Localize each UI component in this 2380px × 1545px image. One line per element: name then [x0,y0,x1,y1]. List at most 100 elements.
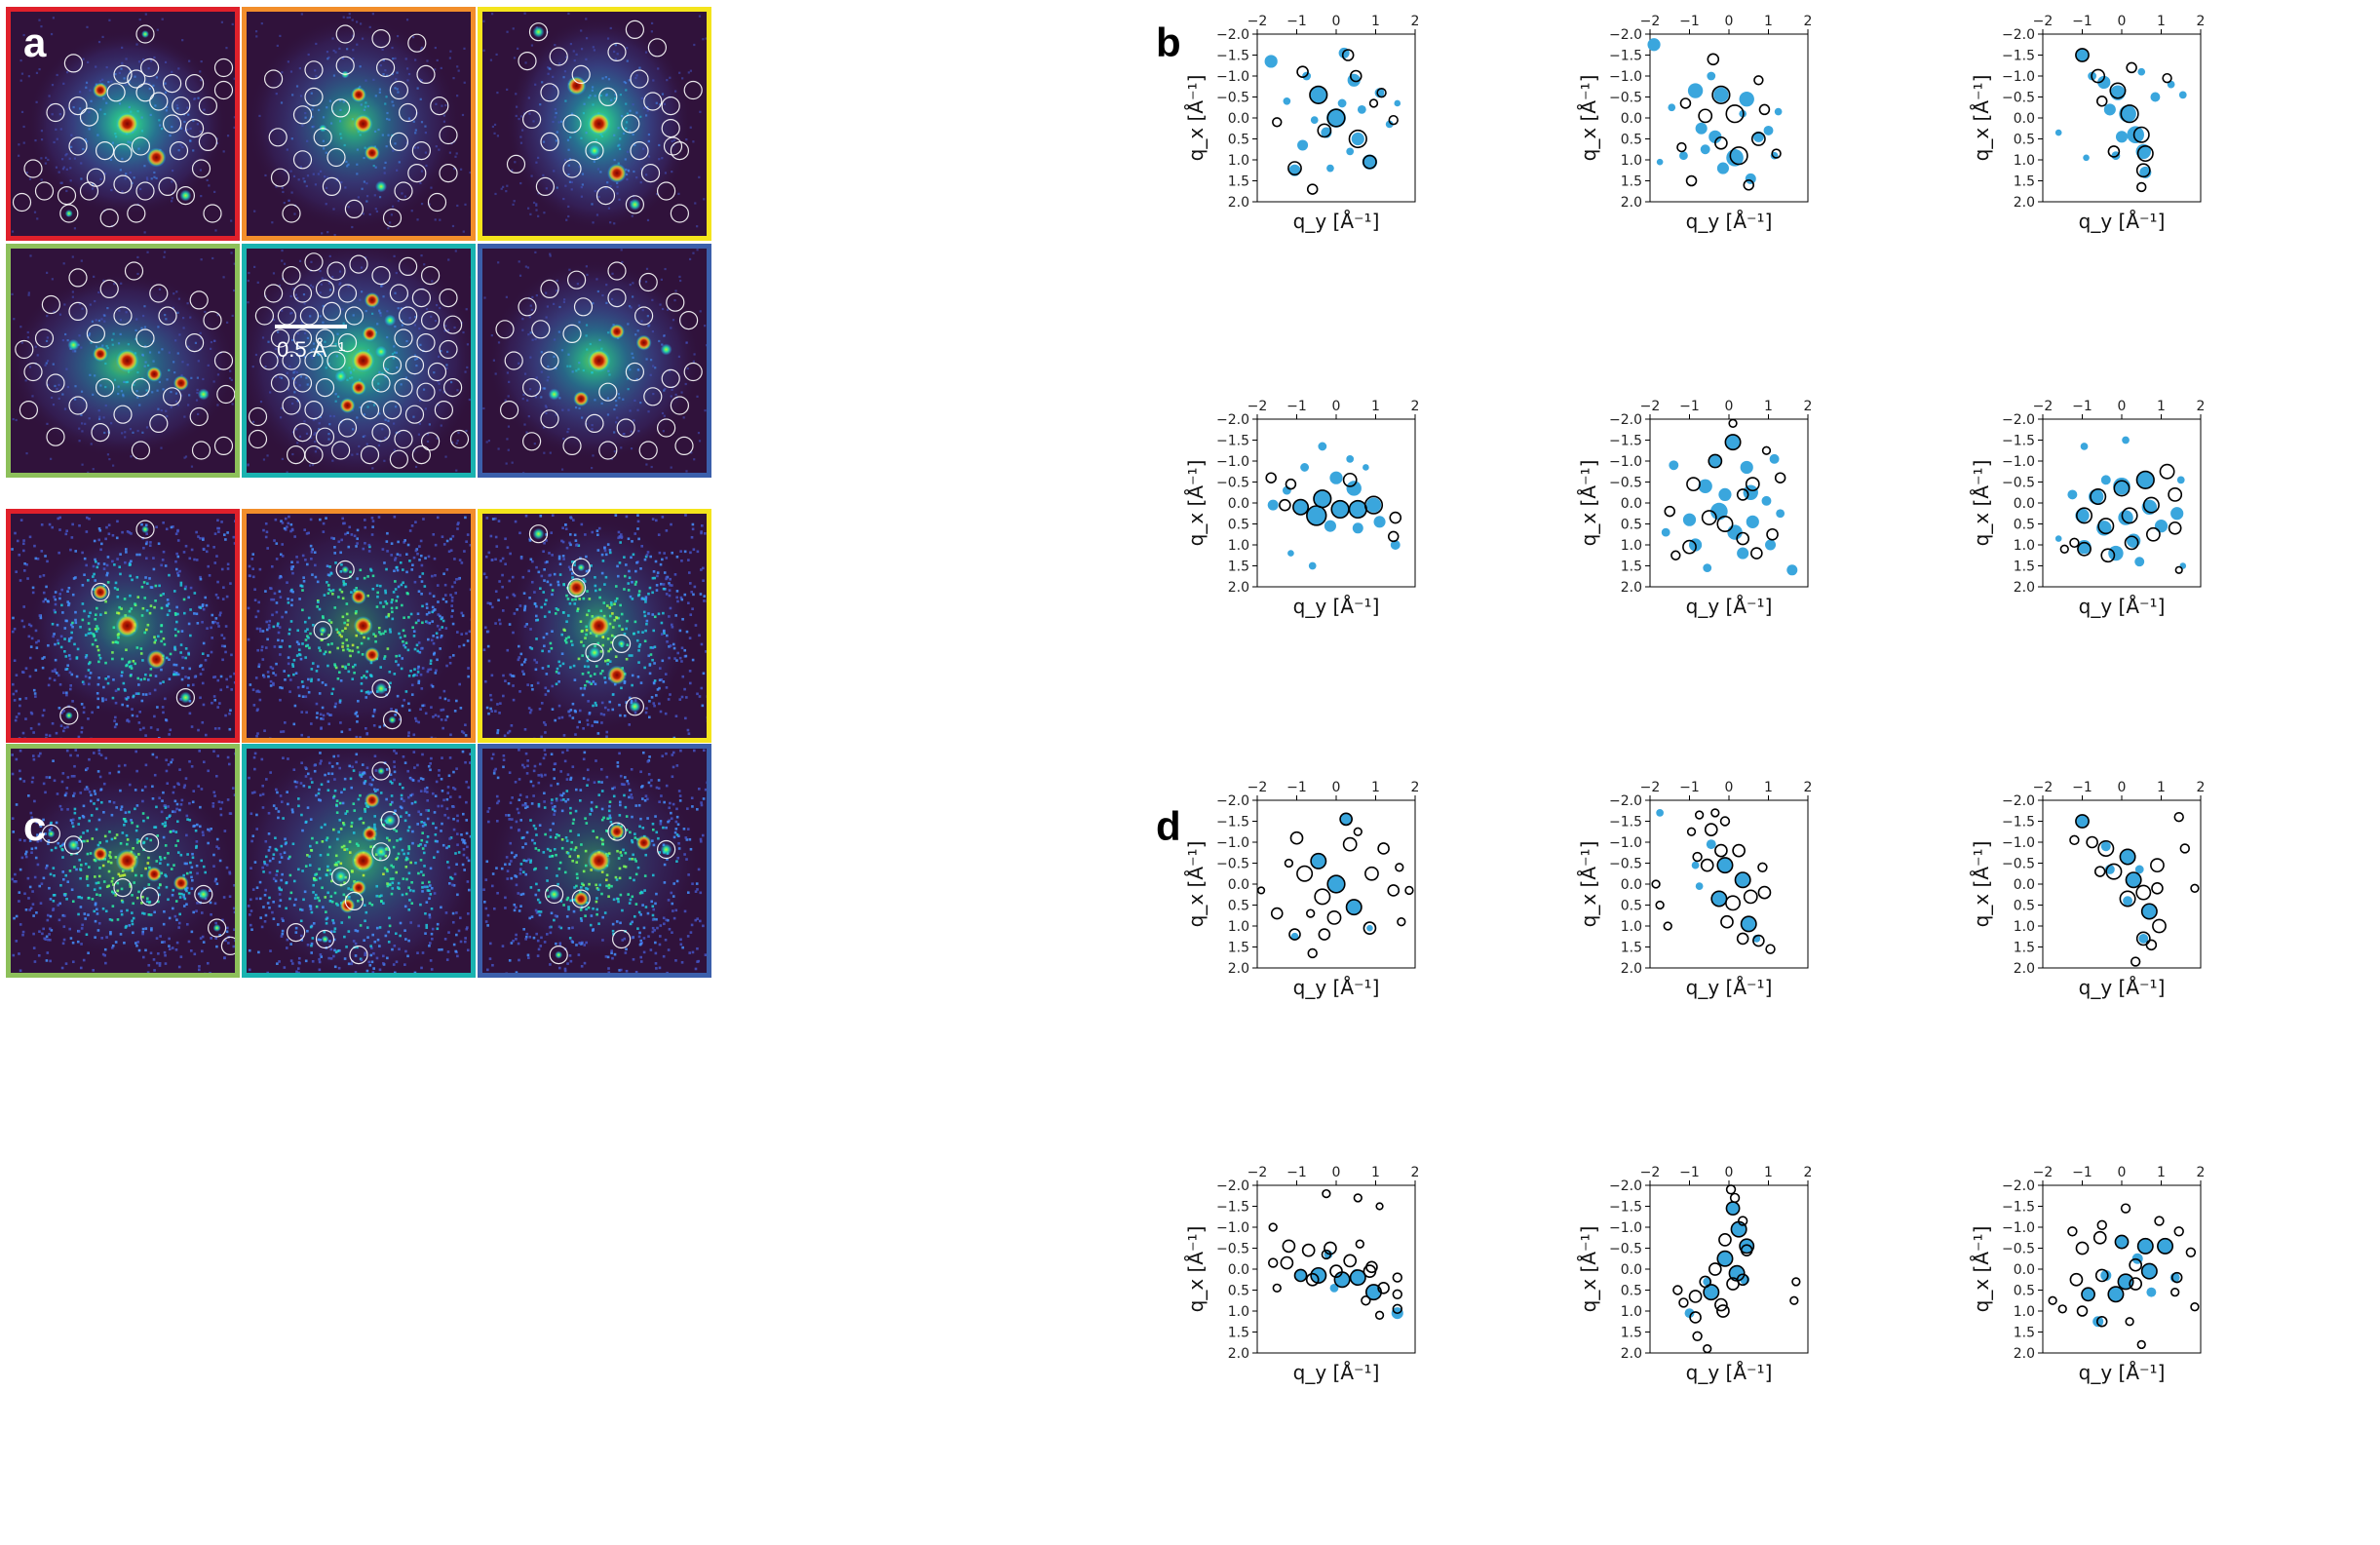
y-axis-label: q_x [Å⁻¹] [1577,1226,1600,1313]
x-tick-label: 0 [1332,780,1341,795]
y-tick-label: −0.5 [1216,91,1249,106]
predicted-peak-ring [63,835,84,855]
ground-truth-peak [1349,69,1363,83]
ground-truth-peak [1745,477,1760,492]
diffraction-pattern-a4 [6,244,240,478]
predicted-peak-ring [535,176,556,196]
ground-truth-peak [1753,75,1764,86]
ground-truth-peak [1265,472,1277,483]
predicted-peak-ring [57,186,77,206]
y-tick-label: −2.0 [1609,793,1642,809]
predicted-peak [2054,535,2062,542]
predicted-peak [2123,896,2133,907]
bragg-peak [115,349,139,372]
predicted-peak-ring [371,423,391,443]
y-tick-label: 1.5 [1621,174,1642,190]
ground-truth-peak [1392,1272,1402,1283]
predicted-peak-ring [344,306,364,326]
diffraction-pattern-c1 [6,509,240,743]
bragg-peak [364,792,380,808]
predicted-peak-ring [661,96,680,116]
predicted-peak [1776,509,1785,519]
predicted-peak-ring [566,270,587,290]
scale-bar-label: 0.5 Å⁻¹ [277,1112,345,1137]
predicted-peak [2100,1269,2112,1281]
predicted-peak-ring [292,423,313,443]
predicted-peak-ring [382,710,403,730]
predicted-peak [2170,507,2184,521]
y-tick-label: 1.5 [1621,560,1642,575]
y-tick-label: 1.5 [1228,560,1249,575]
predicted-peak-ring [407,164,427,183]
predicted-peak [2136,471,2155,489]
ground-truth-peak [1309,85,1328,104]
predicted-peak-ring [499,401,519,420]
ground-truth-peak [2069,537,2080,549]
ground-truth-peak [1774,472,1786,483]
bragg-peak [629,198,641,211]
ground-truth-peak [2145,526,2161,542]
ground-truth-peak [1685,174,1698,187]
bragg-peak [384,314,397,327]
bragg-peak [67,338,80,351]
ground-truth-peak [1306,908,1316,918]
x-tick-label: −2 [1248,780,1268,795]
bragg-peak [375,682,387,695]
ground-truth-peak [1791,1277,1801,1287]
predicted-peak [1739,91,1754,107]
bragg-peak [351,87,366,103]
y-tick-label: 1.0 [2014,153,2035,169]
bragg-peak [548,388,560,401]
bragg-peak [351,349,375,372]
y-tick-label: 1.5 [1621,1326,1642,1341]
ground-truth-peak [2135,884,2152,901]
bragg-peak [587,112,611,135]
x-tick-label: 2 [2197,399,2206,414]
y-tick-label: 0.0 [2014,877,2035,893]
bragg-peak [351,589,366,605]
predicted-peak-ring [674,436,694,455]
predicted-peak [1668,103,1676,112]
bragg-peak [609,324,625,340]
bragg-peak [532,527,545,540]
ground-truth-peak [1376,87,1387,98]
x-tick-label: 2 [1804,780,1813,795]
x-axis-label: q_y [Å⁻¹] [1293,595,1380,618]
ground-truth-peak [1771,148,1782,159]
predicted-peak [1349,500,1367,519]
predicted-peak-ring [439,164,458,183]
ground-truth-peak [1377,842,1390,855]
ground-truth-peak [1714,843,1728,858]
y-tick-label: −1.5 [1609,49,1642,64]
ground-truth-peak [2170,1271,2183,1284]
predicted-peak-ring [443,315,463,334]
predicted-peak-ring [189,290,209,310]
diffraction-pattern-a5 [242,244,476,478]
ground-truth-peak [1272,1283,1282,1293]
predicted-peak-ring [421,311,441,330]
x-tick-label: −2 [1640,399,1661,414]
predicted-peak-ring [394,328,413,348]
y-tick-label: −0.5 [1609,91,1642,106]
predicted-peak-ring [191,159,211,178]
predicted-peak-ring [443,378,463,398]
predicted-peak [1729,1265,1745,1282]
ground-truth-peak [2076,507,2093,524]
bragg-peak [587,349,611,372]
predicted-peak-ring [540,132,559,151]
ground-truth-peak [2094,1268,2109,1283]
panel-label-b: b [1156,19,1181,65]
predicted-peak-ring [656,418,676,438]
plot-frame [2042,1184,2202,1354]
y-tick-label: 1.5 [2014,560,2035,575]
ground-truth-peak [2125,1317,2134,1327]
predicted-peak [2176,476,2185,484]
bragg-peak [384,814,397,827]
ground-truth-peak [2140,903,2158,920]
ground-truth-peak [2075,1241,2090,1255]
ground-truth-peak [1743,889,1758,905]
ground-truth-peak [1757,862,1768,872]
predicted-peak-ring [140,832,160,853]
ground-truth-peak [1716,857,1734,874]
predicted-peak [1737,547,1749,560]
